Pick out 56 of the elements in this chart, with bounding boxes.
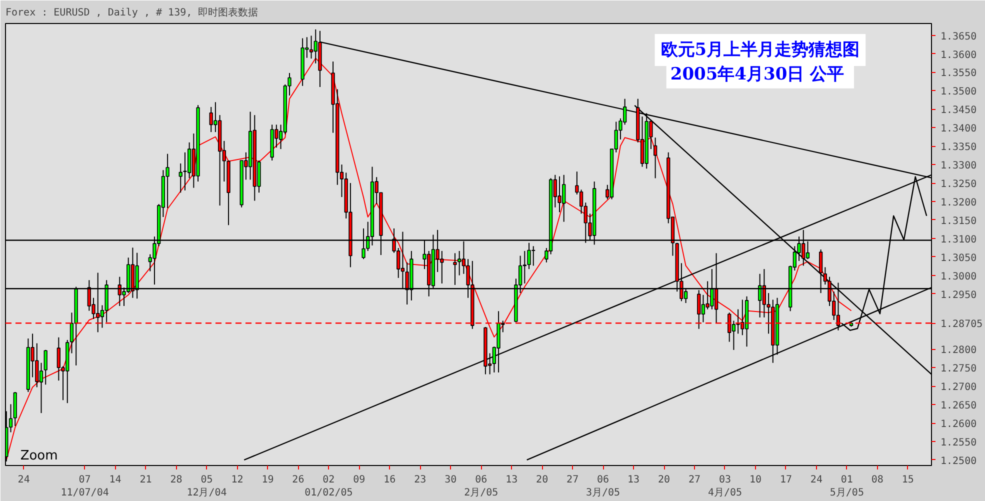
x-tick-label: 27 [688,474,701,486]
y-tick-label: 1.3000 [940,271,977,282]
x-tick-label: 28 [170,474,182,486]
x-tick-label: 19 [262,474,274,486]
y-tick-label: 1.3650 [940,31,977,42]
y-tick-label: 1.2750 [940,364,977,375]
y-tick-label: 1.3250 [940,179,977,190]
annotation: 欧元5月上半月走势猜想图 [660,40,860,60]
y-tick-label: 1.3450 [940,105,977,116]
annotation: Zoom [20,448,58,464]
x-tick-label: 06 3月/05 [586,474,620,499]
y-tick-label: 1.2650 [940,400,977,412]
x-tick-label: 07 11/07/04 [60,474,109,499]
ref-line-label: 1.28705 [940,319,983,330]
x-tick-label: 09 [353,474,366,486]
y-tick-label: 1.2500 [940,456,977,467]
x-tick-label: 16 [384,474,396,486]
x-tick-label: 14 [109,474,122,486]
y-tick-label: 1.3400 [940,124,977,135]
y-tick-label: 1.3550 [940,68,977,80]
y-tick-label: 1.3150 [940,216,977,227]
x-tick-label: 24 [810,474,822,486]
x-tick-label: 20 [536,474,548,486]
annotation: 2005年4月30日 公平 [670,64,844,84]
x-tick-label: 10 [749,474,762,486]
x-tick-label: 13 [506,474,518,486]
chart-title: Forex : EURUSD , Daily , # 139, 即时图表数据 [6,6,258,18]
x-tick-label: 17 [780,474,792,486]
y-tick-label: 1.2800 [940,345,977,356]
y-tick-label: 1.3350 [940,142,977,154]
x-tick-label: 30 [444,474,457,486]
x-tick-label: 24 [18,474,30,486]
x-tick-label: 02 01/02/05 [304,474,353,499]
x-tick-label: 12 [231,474,244,486]
x-tick-label: 08 [871,474,884,486]
y-tick-label: 1.2550 [940,438,977,448]
y-tick-label: 1.3500 [940,86,977,98]
y-tick-label: 1.3300 [940,160,977,172]
x-tick-label: 23 [414,474,426,486]
x-tick-label: 27 [566,474,579,486]
x-tick-label: 21 [140,474,152,486]
x-tick-label: 03 4月/05 [708,474,742,499]
x-tick-label: 13 [628,474,640,486]
y-tick-label: 1.3200 [940,197,977,208]
y-tick-label: 1.2950 [940,290,977,301]
y-tick-label: 1.2600 [940,419,977,430]
x-tick-label: 06 2月/05 [464,474,498,499]
x-tick-label: 20 [658,474,670,486]
x-tick-label: 01 5月/05 [830,474,864,499]
x-tick-label: 26 [292,474,304,486]
x-tick-label: 15 [902,474,914,486]
y-tick-label: 1.2700 [940,382,977,394]
y-tick-label: 1.3100 [940,234,977,246]
y-tick-label: 1.3600 [940,50,977,61]
y-tick-label: 1.3050 [940,252,977,264]
x-tick-label: 05 12月/04 [186,474,227,499]
